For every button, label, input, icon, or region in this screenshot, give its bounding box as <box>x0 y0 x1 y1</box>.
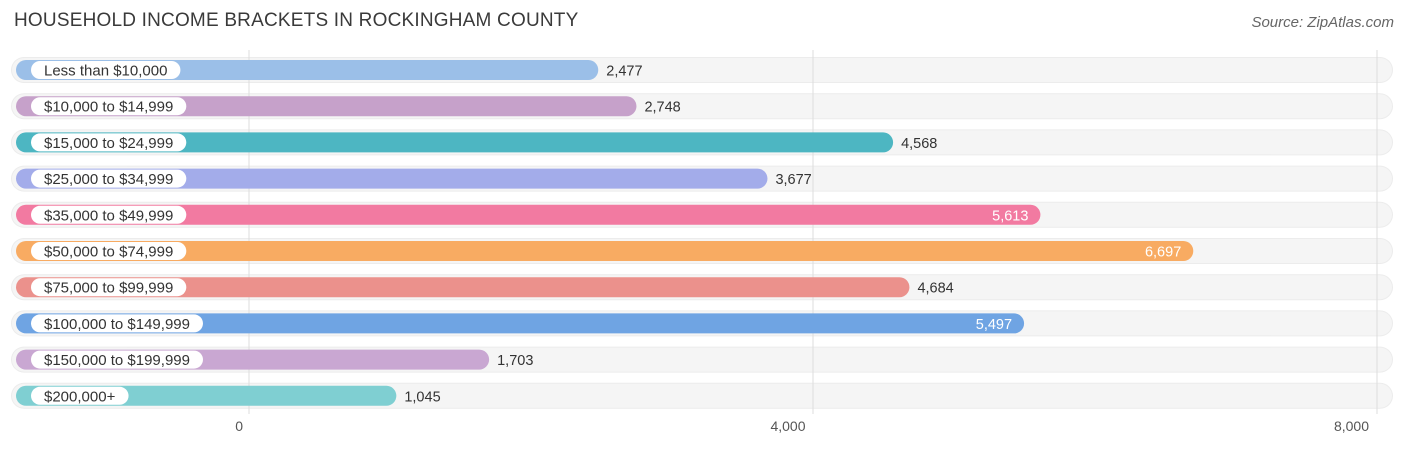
chart-title: HOUSEHOLD INCOME BRACKETS IN ROCKINGHAM … <box>14 10 579 31</box>
source-label: Source: ZipAtlas.com <box>1251 14 1394 31</box>
x-tick-label: 4,000 <box>770 418 805 434</box>
value-label: 5,613 <box>992 208 1028 224</box>
bar <box>16 241 1194 261</box>
category-label: $50,000 to $74,999 <box>44 244 173 261</box>
value-label: 3,677 <box>775 172 811 188</box>
category-label: $100,000 to $149,999 <box>44 316 190 333</box>
category-label-pill <box>31 350 203 369</box>
category-label: $15,000 to $24,999 <box>44 135 173 152</box>
bar <box>16 132 894 153</box>
category-label-pill <box>31 278 187 297</box>
category-label: $25,000 to $34,999 <box>44 171 173 188</box>
bar <box>16 204 1041 225</box>
bar <box>16 277 910 298</box>
bar <box>16 313 1025 334</box>
category-label: $35,000 to $49,999 <box>44 207 173 224</box>
category-label-pill <box>31 133 187 152</box>
category-label: $150,000 to $199,999 <box>44 352 190 369</box>
x-tick-label: 0 <box>235 418 243 434</box>
x-tick-label: 8,000 <box>1334 418 1369 434</box>
category-label-pill <box>31 205 187 224</box>
category-label-pill <box>31 97 187 116</box>
value-label: 1,703 <box>497 353 533 369</box>
value-label: 2,477 <box>606 64 642 80</box>
category-label: Less than $10,000 <box>44 63 167 80</box>
value-label: 5,497 <box>976 317 1012 333</box>
category-label: $75,000 to $99,999 <box>44 280 173 297</box>
category-label-pill <box>31 61 181 79</box>
category-label: $200,000+ <box>44 388 116 405</box>
value-label: 4,684 <box>917 281 953 297</box>
category-label-pill <box>31 242 187 260</box>
value-label: 6,697 <box>1145 245 1181 261</box>
bar <box>16 168 768 189</box>
value-label: 4,568 <box>901 136 937 152</box>
value-label: 2,748 <box>644 100 680 116</box>
category-label-pill <box>31 169 187 188</box>
category-label-pill <box>31 314 203 333</box>
value-label: 1,045 <box>404 389 440 405</box>
category-label: $10,000 to $14,999 <box>44 99 173 116</box>
category-label-pill <box>31 386 129 405</box>
